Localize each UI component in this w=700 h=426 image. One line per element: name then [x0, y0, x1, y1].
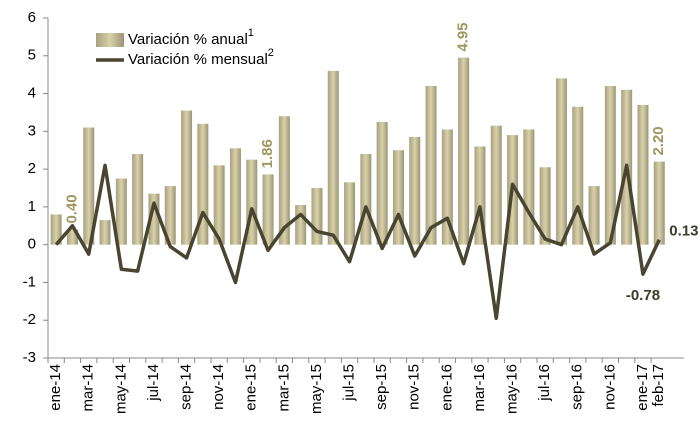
bar — [604, 86, 616, 245]
bar — [311, 188, 323, 245]
y-tick-label: 1 — [28, 198, 36, 215]
bar — [572, 106, 584, 245]
bar — [83, 127, 95, 245]
bar — [344, 182, 356, 245]
legend-label: Variación % anual1 — [128, 27, 254, 48]
y-tick-label: 0 — [28, 236, 36, 253]
bar — [555, 78, 567, 245]
bar — [181, 110, 193, 245]
bar — [148, 193, 160, 245]
x-tick-label: jul-16 — [536, 364, 553, 402]
data-label: 2.20 — [650, 126, 667, 155]
bar — [327, 70, 339, 245]
x-tick-label: jul-15 — [341, 364, 358, 402]
x-tick-label: nov-14 — [210, 364, 227, 410]
x-tick-label: sep-14 — [178, 364, 195, 410]
y-tick-label: 4 — [28, 85, 36, 102]
x-tick-label: jul-14 — [145, 364, 162, 402]
x-tick-label: mar-16 — [471, 364, 488, 412]
data-label: 0.40 — [63, 194, 80, 223]
legend-sup: 1 — [248, 27, 254, 39]
bar — [539, 167, 551, 245]
legend-sup: 2 — [268, 47, 274, 59]
bar — [409, 137, 421, 245]
bar — [653, 161, 665, 245]
legend-swatch — [96, 33, 124, 47]
bar — [295, 205, 307, 245]
x-tick-label: mar-15 — [275, 364, 292, 412]
y-tick-label: 2 — [28, 160, 36, 177]
bar — [246, 159, 258, 245]
x-tick-label: mar-14 — [80, 364, 97, 412]
x-tick-label: ene-16 — [438, 364, 455, 411]
data-label: 1.86 — [259, 139, 276, 168]
data-label: 0.13 — [669, 223, 698, 240]
bar — [458, 57, 470, 245]
x-tick-label: ene-17 — [634, 364, 651, 411]
data-label: -0.78 — [626, 287, 660, 304]
bar — [392, 150, 404, 245]
bar — [164, 186, 176, 245]
bar — [588, 186, 600, 245]
bar — [474, 146, 486, 245]
bar — [490, 125, 502, 245]
legend-name: Variación % mensual — [128, 51, 268, 68]
x-tick-label: sep-16 — [569, 364, 586, 410]
bar — [213, 165, 225, 245]
x-tick-label: ene-14 — [47, 364, 64, 411]
bar — [66, 229, 78, 245]
x-tick-label: sep-15 — [373, 364, 390, 410]
bar — [637, 104, 649, 245]
y-tick-label: 6 — [28, 9, 36, 26]
x-tick-label: may-14 — [112, 364, 129, 414]
bar — [360, 154, 372, 245]
x-tick-label: nov-16 — [601, 364, 618, 410]
bar — [278, 116, 290, 245]
bar — [376, 121, 388, 245]
bar — [132, 154, 144, 245]
x-tick-label: feb-17 — [650, 364, 667, 407]
legend-label: Variación % mensual2 — [128, 47, 274, 68]
y-tick-label: -3 — [23, 349, 36, 366]
bar — [523, 129, 535, 245]
y-tick-label: 3 — [28, 122, 36, 139]
x-tick-label: may-15 — [308, 364, 325, 414]
x-tick-label: ene-15 — [243, 364, 260, 411]
x-tick-label: may-16 — [504, 364, 521, 414]
bar — [115, 178, 127, 245]
y-tick-label: 5 — [28, 47, 36, 64]
y-tick-label: -2 — [23, 311, 36, 328]
bar — [441, 129, 453, 245]
bar — [262, 174, 274, 245]
x-tick-label: nov-15 — [406, 364, 423, 410]
y-tick-label: -1 — [23, 273, 36, 290]
line — [54, 163, 661, 321]
bar — [197, 123, 209, 245]
legend-name: Variación % anual — [128, 31, 248, 48]
bar — [99, 220, 111, 245]
bar — [425, 86, 437, 245]
data-label: 4.95 — [455, 22, 472, 51]
bar — [229, 148, 241, 245]
bar — [50, 214, 62, 245]
